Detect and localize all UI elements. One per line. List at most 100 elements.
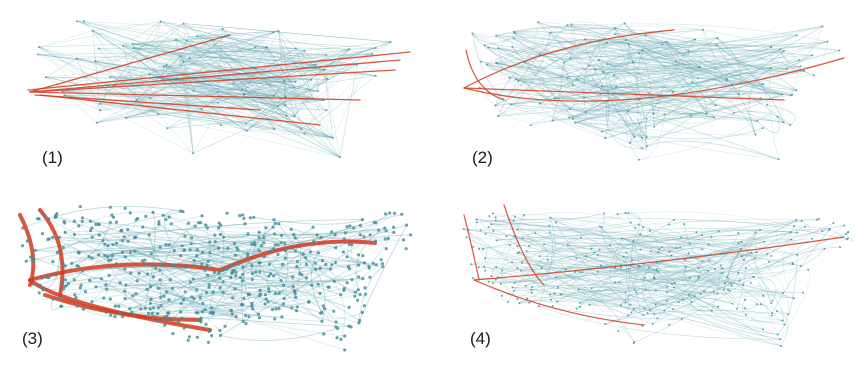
node [600,226,603,229]
edge [310,252,323,313]
edge [132,43,164,81]
node [832,222,835,225]
node [633,288,636,291]
node-layer [37,20,392,159]
edge [657,241,742,319]
edge [597,270,794,299]
node [113,304,117,308]
node [330,230,334,234]
node [107,258,111,262]
edge [628,229,830,270]
node [588,64,591,67]
node [182,22,185,25]
highlighted-edge [463,87,785,101]
node [511,45,514,48]
edge [716,37,742,95]
node [479,60,482,63]
node [281,262,285,266]
edge [193,90,278,107]
edge [708,244,734,278]
node [767,260,770,263]
edge [295,250,350,270]
node [195,254,199,258]
node [671,282,673,285]
edge [642,276,656,306]
node [232,241,236,246]
edge [209,252,279,263]
edge [125,100,324,119]
edge [514,216,789,315]
edge [211,39,275,97]
node [703,290,706,293]
edge [196,36,245,95]
node [172,249,176,253]
highlighted-edge [465,49,505,101]
edge [552,54,813,121]
edge [623,253,768,257]
edge [497,61,634,117]
node [361,276,365,281]
node [555,276,558,279]
edge [575,26,823,123]
node [263,293,267,297]
edge [274,90,318,97]
node [276,243,280,247]
node [467,228,470,231]
node [234,314,238,319]
node [737,232,740,234]
edge [217,91,244,95]
node [770,46,773,48]
node [199,320,203,324]
node [118,311,122,316]
edge [108,266,194,280]
node [510,261,513,264]
edge [779,269,810,340]
edge [495,31,515,43]
edge [206,264,377,295]
edge [585,101,610,114]
edge [113,85,247,131]
edge [193,226,314,280]
edge [628,43,648,138]
node [737,242,740,244]
node [625,251,628,254]
edge [563,30,662,63]
node [269,272,273,276]
node [319,235,323,239]
node [165,64,168,66]
edge [662,44,708,114]
node [204,322,208,326]
edge [554,98,758,122]
edge [167,48,297,129]
node [358,318,362,323]
node [693,295,696,297]
edge [158,278,363,289]
node [110,213,114,217]
node [216,226,221,230]
edge [579,277,690,304]
edge [512,285,733,304]
edge [607,61,700,68]
node [807,268,810,271]
node [258,316,262,320]
edge [570,114,576,123]
node [283,241,287,245]
edge [39,266,206,286]
edge [463,228,520,255]
edge [539,252,752,258]
edge [167,48,297,129]
edge [550,32,663,46]
node [782,50,785,52]
node [481,247,484,250]
edge [466,237,629,270]
edge [352,263,383,297]
node [672,308,675,311]
node [643,307,646,310]
edge [245,123,275,130]
edge [204,227,386,311]
node [335,336,339,340]
node [695,231,698,234]
node [158,245,162,249]
node [122,44,125,47]
edge [716,44,783,95]
